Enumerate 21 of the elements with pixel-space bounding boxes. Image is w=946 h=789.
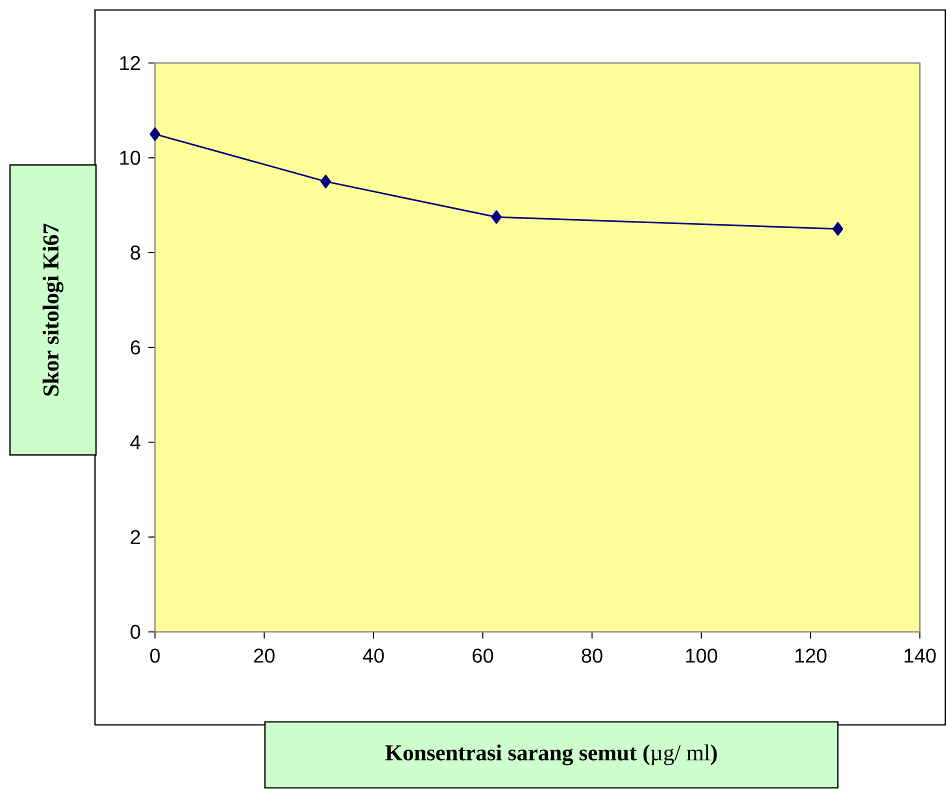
x-tick-label: 40 xyxy=(362,648,384,663)
x-tick-label: 120 xyxy=(795,648,826,663)
x-tick-label: 60 xyxy=(472,648,494,663)
point xyxy=(320,174,332,188)
x-tick-label: 20 xyxy=(254,648,275,663)
y-tick-label: 8 xyxy=(130,246,140,260)
x-axis-title: Konsentrasi sarang semut (µg/ ml) xyxy=(385,744,717,766)
y-tick-label: 12 xyxy=(120,56,140,70)
x-tick-label: 140 xyxy=(904,648,936,663)
y-tick-label: 6 xyxy=(130,340,140,355)
point xyxy=(832,222,844,236)
y-axis-title: Skor sitologi Ki67 xyxy=(42,224,64,396)
y-tick-label: 0 xyxy=(130,624,140,640)
y-tick-label: 2 xyxy=(130,530,140,544)
point xyxy=(150,127,160,141)
y-tick-label: 10 xyxy=(120,150,140,165)
x-tick-label: 100 xyxy=(686,648,718,663)
y-tick-label: 4 xyxy=(130,435,140,450)
point xyxy=(491,210,502,224)
x-tick-label: 0 xyxy=(150,648,160,663)
x-tick-label: 80 xyxy=(582,648,602,663)
